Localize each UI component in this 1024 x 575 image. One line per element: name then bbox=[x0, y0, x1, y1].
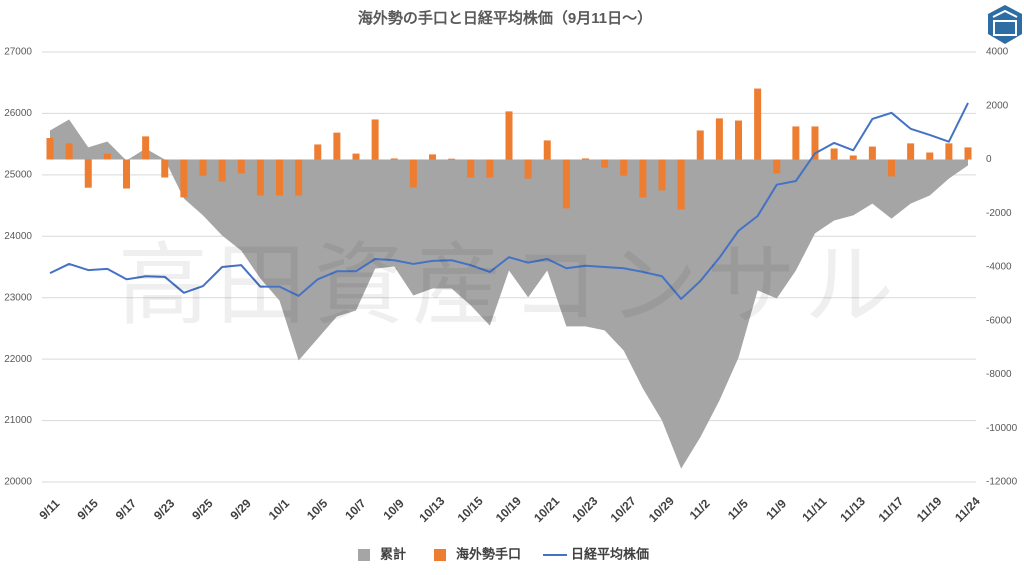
bar bbox=[486, 159, 494, 178]
bar bbox=[830, 148, 838, 160]
y2-tick-label: -4000 bbox=[986, 262, 1012, 273]
y2-tick-label: 0 bbox=[986, 154, 992, 165]
bar bbox=[333, 132, 341, 160]
bar bbox=[888, 159, 895, 177]
y2-tick-label: -6000 bbox=[986, 315, 1012, 326]
bar bbox=[811, 126, 819, 160]
bar bbox=[582, 158, 589, 160]
legend-label: 日経平均株価 bbox=[571, 546, 649, 561]
area bbox=[50, 119, 968, 469]
bar bbox=[868, 146, 876, 160]
bar bbox=[180, 159, 188, 198]
bar bbox=[524, 159, 532, 179]
bar bbox=[103, 153, 111, 160]
bar bbox=[65, 143, 73, 160]
y-tick-label: 26000 bbox=[4, 108, 32, 119]
bar bbox=[907, 143, 915, 160]
bar bbox=[409, 159, 417, 188]
y-tick-label: 22000 bbox=[4, 354, 32, 365]
y-tick-label: 23000 bbox=[4, 292, 32, 303]
bar bbox=[754, 88, 762, 160]
bar bbox=[620, 159, 628, 176]
bar bbox=[601, 159, 609, 168]
y2-tick-label: -2000 bbox=[986, 208, 1012, 219]
y-tick-label: 20000 bbox=[4, 477, 32, 488]
bar bbox=[448, 158, 456, 160]
bar bbox=[658, 159, 666, 191]
bar bbox=[371, 119, 379, 160]
y-tick-label: 25000 bbox=[4, 169, 32, 180]
logo bbox=[988, 5, 1022, 44]
bar bbox=[696, 130, 704, 160]
bar bbox=[849, 155, 857, 160]
y2-tick-label: 4000 bbox=[986, 47, 1009, 58]
legend-item: 海外勢手口 bbox=[434, 546, 521, 561]
bar bbox=[964, 147, 972, 160]
bar bbox=[505, 111, 513, 160]
legend-item: 累計 bbox=[358, 546, 406, 561]
legend-swatch bbox=[434, 549, 447, 561]
y-tick-label: 24000 bbox=[4, 231, 32, 242]
bar bbox=[142, 136, 150, 160]
bar bbox=[237, 159, 245, 174]
chart-title: 海外勢の手口と日経平均株価（9月11日～） bbox=[358, 9, 652, 27]
line bbox=[49, 102, 969, 300]
watermark: 高田資産コンサル bbox=[118, 236, 902, 336]
legend-label: 海外勢手口 bbox=[456, 546, 521, 561]
bar bbox=[715, 118, 723, 160]
bar bbox=[84, 159, 92, 188]
bar bbox=[276, 159, 283, 196]
legend-swatch bbox=[358, 549, 370, 561]
bar bbox=[639, 159, 647, 198]
y2-tick-label: -12000 bbox=[986, 477, 1018, 488]
bar bbox=[543, 140, 551, 160]
y-tick-label: 27000 bbox=[4, 47, 32, 58]
bar bbox=[314, 144, 322, 160]
bar bbox=[677, 159, 685, 210]
y2-tick-label: -10000 bbox=[986, 423, 1018, 434]
bar bbox=[945, 143, 953, 160]
bar bbox=[773, 159, 781, 174]
y2-tick-label: 2000 bbox=[986, 100, 1009, 111]
bar bbox=[735, 120, 742, 160]
legend-item: 日経平均株価 bbox=[543, 546, 649, 561]
bar bbox=[123, 159, 130, 189]
bar bbox=[562, 159, 570, 209]
y2-tick-label: -8000 bbox=[986, 369, 1012, 380]
bar bbox=[161, 159, 169, 178]
bar bbox=[256, 159, 264, 196]
bar bbox=[467, 159, 475, 178]
y-tick-label: 21000 bbox=[4, 415, 32, 426]
bar bbox=[46, 138, 54, 160]
bar bbox=[218, 159, 226, 182]
bar bbox=[429, 154, 436, 160]
legend-label: 累計 bbox=[380, 546, 406, 561]
bar bbox=[199, 159, 207, 176]
bar bbox=[926, 152, 934, 160]
bar bbox=[295, 159, 303, 196]
bar bbox=[352, 153, 360, 160]
bar bbox=[792, 126, 800, 160]
bar bbox=[390, 158, 398, 160]
